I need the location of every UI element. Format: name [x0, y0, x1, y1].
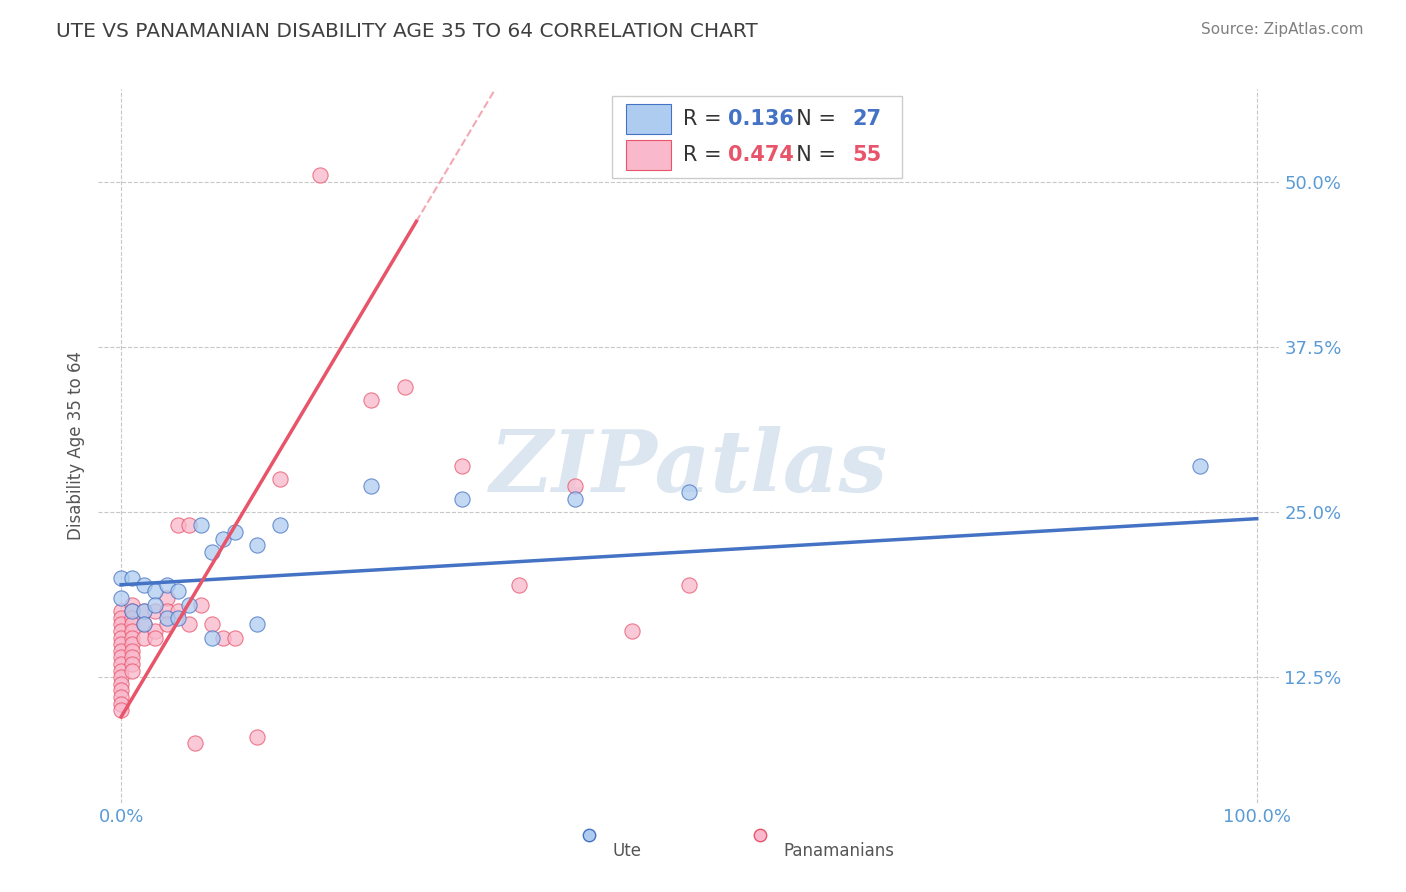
- Point: [110, 697, 132, 711]
- Point: [110, 683, 132, 698]
- Point: [110, 657, 132, 671]
- Point: [121, 631, 143, 645]
- Point: [394, 379, 416, 393]
- Point: [1188, 458, 1211, 473]
- Point: [167, 604, 190, 618]
- Point: [246, 538, 269, 552]
- Point: [110, 670, 132, 684]
- Point: [201, 617, 224, 632]
- Point: [508, 578, 530, 592]
- Point: [110, 703, 132, 717]
- Point: [184, 736, 207, 750]
- Point: [269, 518, 291, 533]
- Point: [167, 518, 190, 533]
- Text: R =: R =: [683, 145, 728, 165]
- Point: [190, 518, 212, 533]
- Point: [564, 491, 586, 506]
- Text: 0.136: 0.136: [728, 109, 794, 129]
- Text: UTE VS PANAMANIAN DISABILITY AGE 35 TO 64 CORRELATION CHART: UTE VS PANAMANIAN DISABILITY AGE 35 TO 6…: [56, 22, 758, 41]
- Text: Ute: Ute: [612, 842, 641, 860]
- FancyBboxPatch shape: [626, 104, 671, 134]
- Text: ZIPatlas: ZIPatlas: [489, 425, 889, 509]
- Point: [121, 644, 143, 658]
- Point: [155, 617, 177, 632]
- Text: N =: N =: [783, 109, 844, 129]
- Point: [143, 604, 166, 618]
- Point: [167, 584, 190, 599]
- Text: Source: ZipAtlas.com: Source: ZipAtlas.com: [1201, 22, 1364, 37]
- Point: [132, 631, 155, 645]
- Point: [110, 624, 132, 638]
- Point: [110, 677, 132, 691]
- Point: [110, 611, 132, 625]
- Point: [121, 657, 143, 671]
- Point: [360, 478, 382, 492]
- Y-axis label: Disability Age 35 to 64: Disability Age 35 to 64: [66, 351, 84, 541]
- Point: [179, 518, 201, 533]
- Point: [121, 617, 143, 632]
- Point: [190, 598, 212, 612]
- Point: [110, 591, 132, 605]
- Point: [132, 604, 155, 618]
- Text: 0.474: 0.474: [728, 145, 794, 165]
- Point: [155, 578, 177, 592]
- Point: [201, 545, 224, 559]
- Point: [132, 578, 155, 592]
- Point: [143, 584, 166, 599]
- Point: [678, 578, 700, 592]
- Point: [155, 591, 177, 605]
- Point: [360, 392, 382, 407]
- Point: [110, 664, 132, 678]
- Point: [678, 485, 700, 500]
- Text: R =: R =: [683, 109, 728, 129]
- Text: 55: 55: [852, 145, 882, 165]
- Point: [450, 458, 472, 473]
- Point: [179, 617, 201, 632]
- Point: [246, 617, 269, 632]
- Point: [110, 637, 132, 651]
- Point: [110, 571, 132, 585]
- Point: [121, 664, 143, 678]
- Text: Panamanians: Panamanians: [783, 842, 894, 860]
- Point: [110, 650, 132, 665]
- Point: [201, 631, 224, 645]
- Point: [143, 624, 166, 638]
- Point: [269, 472, 291, 486]
- Point: [309, 168, 332, 182]
- Text: 27: 27: [852, 109, 882, 129]
- Point: [167, 611, 190, 625]
- Point: [155, 604, 177, 618]
- Point: [224, 631, 246, 645]
- Point: [110, 690, 132, 704]
- Point: [224, 524, 246, 539]
- FancyBboxPatch shape: [612, 96, 901, 178]
- Point: [155, 611, 177, 625]
- Point: [121, 637, 143, 651]
- Point: [179, 598, 201, 612]
- Point: [143, 598, 166, 612]
- Point: [212, 532, 235, 546]
- Point: [132, 617, 155, 632]
- Text: N =: N =: [783, 145, 844, 165]
- Point: [246, 730, 269, 744]
- Point: [121, 624, 143, 638]
- Point: [121, 650, 143, 665]
- Point: [132, 617, 155, 632]
- Point: [121, 598, 143, 612]
- Point: [621, 624, 644, 638]
- Point: [121, 571, 143, 585]
- Point: [110, 631, 132, 645]
- Point: [110, 604, 132, 618]
- FancyBboxPatch shape: [626, 140, 671, 169]
- Point: [121, 604, 143, 618]
- Point: [121, 604, 143, 618]
- Point: [121, 611, 143, 625]
- Point: [110, 617, 132, 632]
- Point: [450, 491, 472, 506]
- Point: [564, 478, 586, 492]
- Point: [110, 644, 132, 658]
- Point: [132, 604, 155, 618]
- Point: [143, 631, 166, 645]
- Point: [212, 631, 235, 645]
